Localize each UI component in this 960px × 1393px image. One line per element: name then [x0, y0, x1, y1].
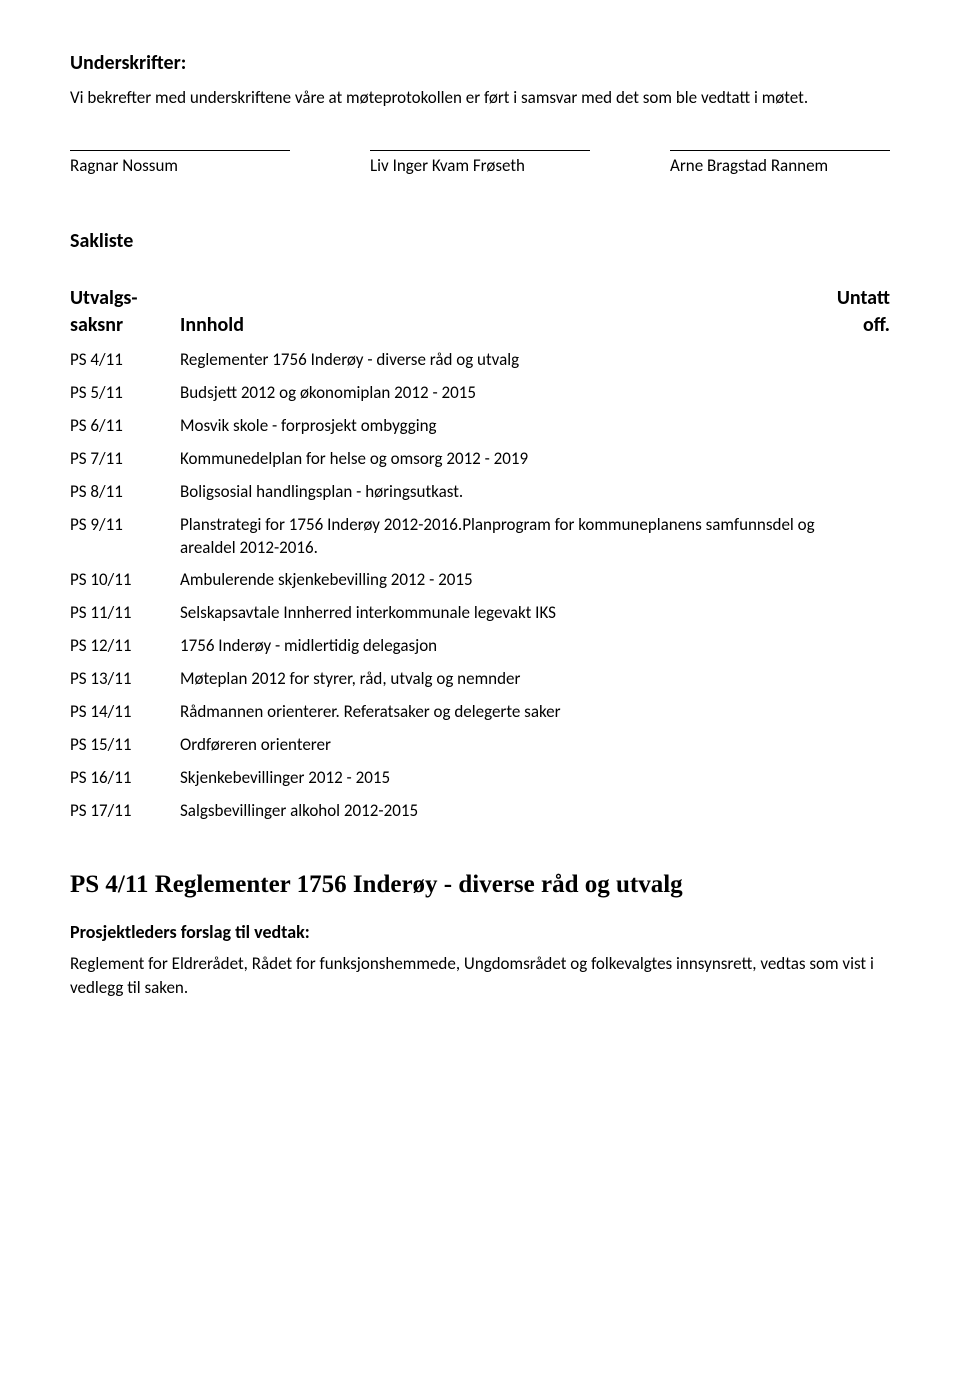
header-untatt-line2: off. — [800, 312, 890, 339]
sakliste-row: PS 12/111756 Inderøy - midlertidig deleg… — [70, 635, 890, 658]
sakliste-row: PS 14/11Rådmannen orienterer. Referatsak… — [70, 701, 890, 724]
header-saksnr-line1: Utvalgs- — [70, 285, 180, 312]
sakliste-row: PS 8/11Boligsosial handlingsplan - hørin… — [70, 481, 890, 504]
signature-line — [670, 150, 890, 151]
sak-desc: Møteplan 2012 for styrer, råd, utvalg og… — [180, 668, 890, 691]
signature-name: Liv Inger Kvam Frøseth — [370, 155, 590, 178]
sak-code: PS 16/11 — [70, 767, 180, 790]
sak-desc: Salgsbevillinger alkohol 2012-2015 — [180, 800, 890, 823]
sakliste-row: PS 4/11Reglementer 1756 Inderøy - divers… — [70, 349, 890, 372]
sakliste-header: Utvalgs- saksnr Innhold Untatt off. — [70, 285, 890, 339]
signature-line — [70, 150, 290, 151]
sakliste-row: PS 5/11Budsjett 2012 og økonomiplan 2012… — [70, 382, 890, 405]
forslag-subheading: Prosjektleders forslag til vedtak: — [70, 920, 890, 944]
signature-cell: Arne Bragstad Rannem — [670, 150, 890, 178]
sak-code: PS 11/11 — [70, 602, 180, 625]
signature-row: Ragnar Nossum Liv Inger Kvam Frøseth Arn… — [70, 150, 890, 178]
sakliste-row: PS 16/11Skjenkebevillinger 2012 - 2015 — [70, 767, 890, 790]
sak-desc: 1756 Inderøy - midlertidig delegasjon — [180, 635, 890, 658]
sak-desc: Ordføreren orienterer — [180, 734, 890, 757]
sak-code: PS 4/11 — [70, 349, 180, 372]
sak-desc: Planstrategi for 1756 Inderøy 2012-2016.… — [180, 514, 890, 560]
sak-code: PS 8/11 — [70, 481, 180, 504]
sak-desc: Selskapsavtale Innherred interkommunale … — [180, 602, 890, 625]
sakliste-row: PS 15/11Ordføreren orienterer — [70, 734, 890, 757]
header-innhold: Innhold — [180, 285, 800, 339]
sak-code: PS 12/11 — [70, 635, 180, 658]
sak-desc: Reglementer 1756 Inderøy - diverse råd o… — [180, 349, 890, 372]
signature-line — [370, 150, 590, 151]
signature-cell: Ragnar Nossum — [70, 150, 290, 178]
sak-code: PS 7/11 — [70, 448, 180, 471]
sak-desc: Boligsosial handlingsplan - høringsutkas… — [180, 481, 890, 504]
sak-desc: Skjenkebevillinger 2012 - 2015 — [180, 767, 890, 790]
sak-code: PS 17/11 — [70, 800, 180, 823]
header-innhold-label: Innhold — [180, 312, 244, 339]
sakliste-row: PS 7/11Kommunedelplan for helse og omsor… — [70, 448, 890, 471]
signature-name: Arne Bragstad Rannem — [670, 155, 890, 178]
sakliste-row: PS 17/11Salgsbevillinger alkohol 2012-20… — [70, 800, 890, 823]
forslag-body: Reglement for Eldrerådet, Rådet for funk… — [70, 952, 890, 1000]
sak-desc: Budsjett 2012 og økonomiplan 2012 - 2015 — [180, 382, 890, 405]
sak-code: PS 9/11 — [70, 514, 180, 537]
sakliste-row: PS 13/11Møteplan 2012 for styrer, råd, u… — [70, 668, 890, 691]
sakliste-heading: Sakliste — [70, 228, 890, 255]
sak-desc: Ambulerende skjenkebevilling 2012 - 2015 — [180, 569, 890, 592]
sak-code: PS 15/11 — [70, 734, 180, 757]
sak-desc: Mosvik skole - forprosjekt ombygging — [180, 415, 890, 438]
signature-name: Ragnar Nossum — [70, 155, 290, 178]
underskrifter-heading: Underskrifter: — [70, 50, 890, 77]
sak-desc: Rådmannen orienterer. Referatsaker og de… — [180, 701, 890, 724]
sakliste-row: PS 6/11Mosvik skole - forprosjekt ombygg… — [70, 415, 890, 438]
header-untatt-line1: Untatt — [800, 285, 890, 312]
sak-desc: Kommunedelplan for helse og omsorg 2012 … — [180, 448, 890, 471]
sak-code: PS 13/11 — [70, 668, 180, 691]
sak-code: PS 6/11 — [70, 415, 180, 438]
ps-heading: PS 4/11 Reglementer 1756 Inderøy - diver… — [70, 868, 890, 902]
signature-cell: Liv Inger Kvam Frøseth — [370, 150, 590, 178]
header-saksnr-line2: saksnr — [70, 312, 180, 339]
underskrifter-body: Vi bekrefter med underskriftene våre at … — [70, 87, 890, 110]
sakliste-row: PS 9/11Planstrategi for 1756 Inderøy 201… — [70, 514, 890, 560]
header-saksnr: Utvalgs- saksnr — [70, 285, 180, 339]
sakliste-row: PS 10/11Ambulerende skjenkebevilling 201… — [70, 569, 890, 592]
sak-code: PS 5/11 — [70, 382, 180, 405]
header-untatt: Untatt off. — [800, 285, 890, 339]
sak-code: PS 10/11 — [70, 569, 180, 592]
sakliste-row: PS 11/11Selskapsavtale Innherred interko… — [70, 602, 890, 625]
sak-code: PS 14/11 — [70, 701, 180, 724]
sakliste-rows: PS 4/11Reglementer 1756 Inderøy - divers… — [70, 349, 890, 823]
